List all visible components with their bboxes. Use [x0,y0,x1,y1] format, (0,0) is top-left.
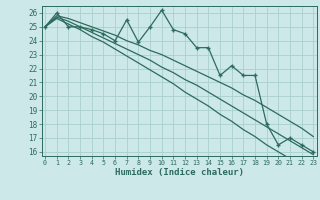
X-axis label: Humidex (Indice chaleur): Humidex (Indice chaleur) [115,168,244,177]
